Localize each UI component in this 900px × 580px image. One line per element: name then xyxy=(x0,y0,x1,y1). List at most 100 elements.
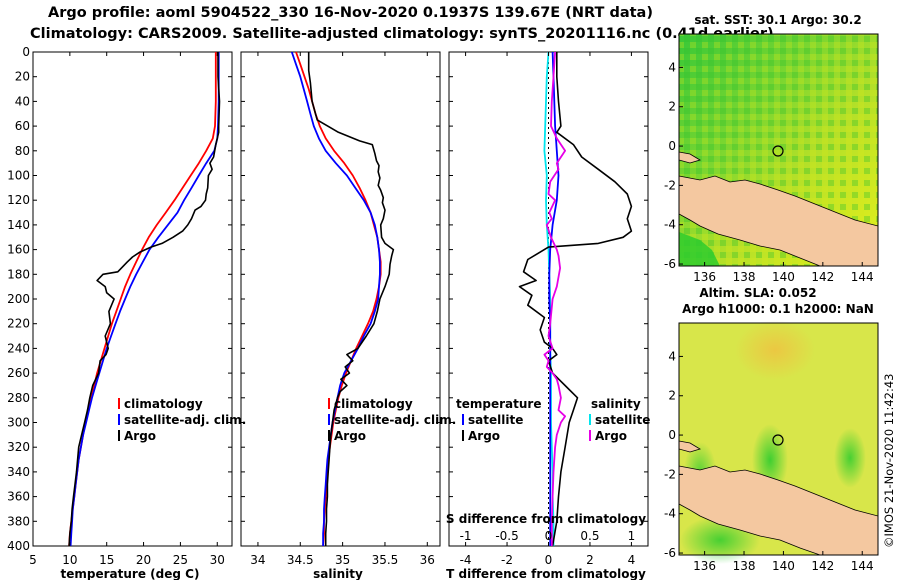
difference-legend-left: temperature satellite Argo xyxy=(456,397,541,443)
x-tick-label: 4 xyxy=(628,553,636,567)
difference-legend-right: salinity satellite Argo xyxy=(589,397,650,443)
depth-tick-label: 100 xyxy=(7,169,30,183)
depth-tick-label: 400 xyxy=(7,539,30,553)
map-lat-label: 4 xyxy=(668,349,676,363)
sla-map xyxy=(678,320,879,564)
series-satellite-adj-clim- xyxy=(290,51,381,546)
figure-title-line1: Argo profile: aoml 5904522_330 16-Nov-20… xyxy=(48,5,653,21)
x-tick-label: -4 xyxy=(460,553,472,567)
map-lon-label: 142 xyxy=(811,559,834,573)
x-tick-label: 30 xyxy=(210,553,225,567)
x-tick-label: 25 xyxy=(173,553,188,567)
map-lat-label: 4 xyxy=(668,60,676,74)
depth-tick-label: 80 xyxy=(15,144,30,158)
sla-map-title-line2: Argo h1000: 0.1 h2000: NaN xyxy=(682,302,874,316)
depth-tick-label: 240 xyxy=(7,341,30,355)
depth-tick-label: 340 xyxy=(7,465,30,479)
depth-tick-label: 160 xyxy=(7,243,30,257)
map-lat-label: -6 xyxy=(664,546,676,560)
map-lon-label: 142 xyxy=(811,270,834,284)
map-lon-label: 138 xyxy=(733,270,756,284)
sst-float-marker xyxy=(772,145,784,157)
figure-title-line2: Climatology: CARS2009. Satellite-adjuste… xyxy=(30,26,774,42)
map-lon-label: 140 xyxy=(772,270,795,284)
x-tick-label: 20 xyxy=(136,553,151,567)
depth-tick-label: 120 xyxy=(7,193,30,207)
map-lon-label: 136 xyxy=(693,559,716,573)
series-argo xyxy=(307,52,395,546)
legend-argo: Argo xyxy=(595,429,627,443)
legend-argo: Argo xyxy=(468,429,500,443)
sla-float-marker xyxy=(772,434,784,446)
legend-satellite: satellite-adj. clim. xyxy=(124,413,246,427)
axis-ticks: 0204060801001201401601802002202402602803… xyxy=(7,45,648,567)
depth-tick-label: 300 xyxy=(7,416,30,430)
legend-satellite: satellite xyxy=(468,413,523,427)
map-axis-ticks: 4 2 0 -2 -4 -6 136 138 140 142 144 4 2 0 -2 -4 -6 136 138 1… xyxy=(664,60,874,573)
series-s-argo xyxy=(543,51,566,546)
x-tick-label: 2 xyxy=(586,553,594,567)
difference-top-xlabel: S difference from climatology xyxy=(446,512,646,526)
legend-satellite: satellite xyxy=(595,413,650,427)
s-tick-label: 1 xyxy=(628,529,636,543)
map-lat-label: -2 xyxy=(664,178,676,192)
depth-tick-label: 220 xyxy=(7,317,30,331)
x-tick-label: 0 xyxy=(545,553,553,567)
x-tick-label: 34 xyxy=(250,553,265,567)
depth-tick-label: 280 xyxy=(7,391,30,405)
s-tick-label: -0.5 xyxy=(495,529,518,543)
map-lat-label: 2 xyxy=(668,389,676,403)
depth-tick-label: 20 xyxy=(15,70,30,84)
legend-salinity: salinity xyxy=(591,397,641,411)
legend-satellite: satellite-adj. clim. xyxy=(334,413,456,427)
salinity-panel-frame xyxy=(240,51,441,547)
depth-tick-label: 60 xyxy=(15,119,30,133)
map-lat-label: 2 xyxy=(668,100,676,114)
profile-plots xyxy=(68,51,633,547)
depth-tick-label: 40 xyxy=(15,94,30,108)
x-tick-label: 35.5 xyxy=(372,553,399,567)
series-t-argo xyxy=(518,52,633,547)
map-lon-label: 144 xyxy=(851,270,874,284)
map-lat-label: -2 xyxy=(664,467,676,481)
map-lon-label: 140 xyxy=(772,559,795,573)
x-tick-label: 10 xyxy=(62,553,77,567)
legend-temperature: temperature xyxy=(456,397,541,411)
sst-map xyxy=(678,33,879,267)
map-lon-label: 144 xyxy=(851,559,874,573)
temperature-panel-frame xyxy=(32,51,233,547)
x-tick-label: 34.5 xyxy=(287,553,314,567)
map-lat-label: -4 xyxy=(664,218,676,232)
series-argo xyxy=(68,52,221,547)
map-lat-label: 0 xyxy=(668,139,676,153)
depth-tick-label: 380 xyxy=(7,514,30,528)
legend-argo: Argo xyxy=(334,429,366,443)
imos-credit: ©IMOS 21-Nov-2020 11:42:43 xyxy=(882,374,896,548)
depth-tick-label: 320 xyxy=(7,440,30,454)
salinity-legend: climatology satellite-adj. clim. Argo xyxy=(328,397,456,443)
depth-tick-label: 0 xyxy=(22,45,30,59)
depth-tick-label: 140 xyxy=(7,218,30,232)
legend-climatology: climatology xyxy=(334,397,413,411)
sst-southern-land xyxy=(679,232,720,266)
depth-tick-label: 200 xyxy=(7,292,30,306)
salinity-xlabel: salinity xyxy=(313,567,363,580)
map-lon-label: 138 xyxy=(733,559,756,573)
x-tick-label: -2 xyxy=(501,553,513,567)
temperature-xlabel: temperature (deg C) xyxy=(61,567,200,580)
depth-tick-label: 260 xyxy=(7,366,30,380)
temperature-legend: climatology satellite-adj. clim. Argo xyxy=(118,397,246,443)
difference-xlabel: T difference from climatology xyxy=(446,567,646,580)
s-tick-label: -1 xyxy=(460,529,472,543)
x-tick-label: 15 xyxy=(99,553,114,567)
map-lat-label: -4 xyxy=(664,507,676,521)
map-lat-label: 0 xyxy=(668,428,676,442)
x-tick-label: 5 xyxy=(29,553,37,567)
legend-argo: Argo xyxy=(124,429,156,443)
legend-climatology: climatology xyxy=(124,397,203,411)
sst-map-title: sat. SST: 30.1 Argo: 30.2 xyxy=(694,13,861,27)
s-tick-label: 0 xyxy=(545,529,553,543)
s-tick-label: 0.5 xyxy=(580,529,599,543)
depth-tick-label: 180 xyxy=(7,267,30,281)
